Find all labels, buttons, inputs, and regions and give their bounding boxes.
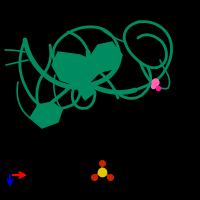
- Polygon shape: [30, 102, 62, 128]
- Polygon shape: [88, 42, 122, 72]
- Polygon shape: [75, 82, 95, 100]
- Polygon shape: [52, 52, 100, 85]
